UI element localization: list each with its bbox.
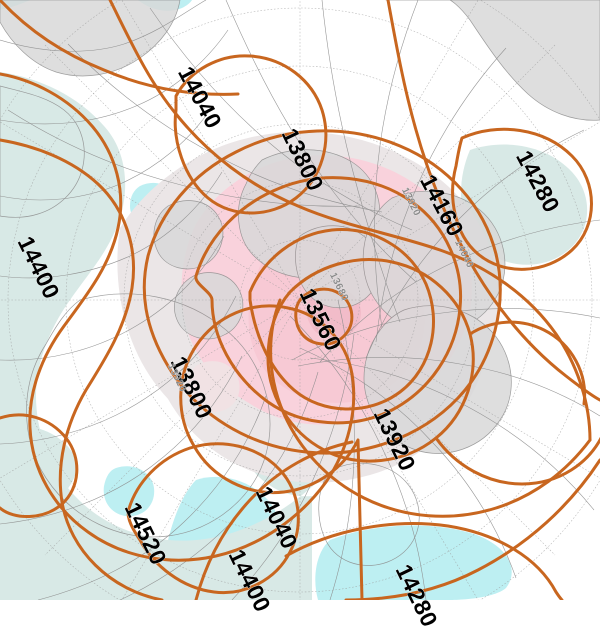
contour-14280-far-southeast xyxy=(344,458,600,600)
contour-13800-ring xyxy=(142,129,502,455)
contour-line-layer xyxy=(0,0,600,600)
contour-13680-ring xyxy=(194,176,463,425)
contour-14160-east xyxy=(386,0,600,402)
contour-14520-west xyxy=(0,413,79,519)
contour-14040-north xyxy=(173,54,328,215)
landmass-layer xyxy=(0,0,600,566)
contour-14520-southwest xyxy=(126,442,300,595)
map-canvas xyxy=(0,0,600,600)
contour-14280-ring xyxy=(0,138,164,600)
contour-14040-south xyxy=(269,298,592,518)
contour-13560-inner xyxy=(248,228,435,411)
contour-14400-northwest xyxy=(0,0,240,96)
contour-14040-ring xyxy=(108,0,592,442)
contour-13920-tail xyxy=(468,320,587,406)
contour-14400-south xyxy=(179,304,364,600)
contour-13920-southeast xyxy=(434,436,600,486)
contour-14400-bottom xyxy=(194,440,354,600)
contour-14280-east xyxy=(451,127,593,271)
contour-13560-core xyxy=(294,287,354,346)
contour-14280-southeast xyxy=(284,522,564,600)
